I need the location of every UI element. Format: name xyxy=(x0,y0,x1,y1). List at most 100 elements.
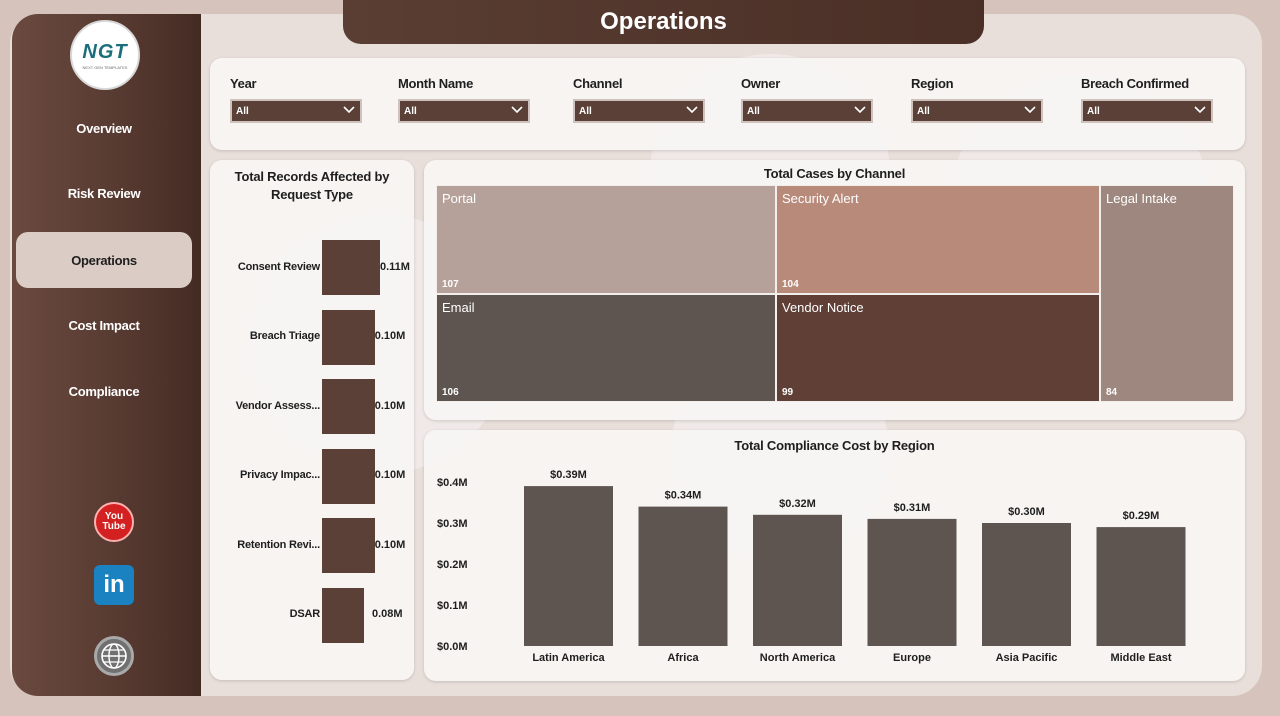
tile-label: Portal xyxy=(442,191,476,206)
treemap-tile-legal-intake[interactable]: Legal Intake 84 xyxy=(1100,185,1234,402)
bar-value-label: $0.34M xyxy=(665,490,702,502)
dropdown-value: All xyxy=(917,105,930,117)
bar[interactable] xyxy=(638,506,728,646)
bar-label: DSAR xyxy=(289,608,320,620)
filter-label: Channel xyxy=(573,76,623,91)
chevron-down-icon xyxy=(510,105,524,118)
bar[interactable] xyxy=(322,518,375,573)
y-tick-label: $0.1M xyxy=(437,600,468,612)
globe-glyph xyxy=(101,643,127,669)
channel-dropdown[interactable]: All xyxy=(573,99,705,123)
tile-label: Vendor Notice xyxy=(782,300,864,315)
bar-value-label: $0.31M xyxy=(894,502,931,514)
bar[interactable] xyxy=(322,448,375,504)
dropdown-value: All xyxy=(404,105,417,117)
y-tick-label: $0.2M xyxy=(437,559,468,571)
bar-label: Privacy Impac... xyxy=(240,469,320,481)
records-chart-title: Total Records Affected by Request Type xyxy=(234,169,390,202)
bar[interactable] xyxy=(322,587,365,643)
dropdown-value: All xyxy=(747,105,760,117)
bar-value-label: $0.32M xyxy=(779,498,816,510)
bar-value-label: 0.10M xyxy=(374,330,406,342)
chevron-down-icon xyxy=(1023,105,1037,118)
tile-value: 84 xyxy=(1106,387,1118,398)
bar-value-label: $0.39M xyxy=(550,469,587,481)
chevron-down-icon xyxy=(685,105,699,118)
filter-owner: Owner All xyxy=(741,76,873,123)
y-tick-label: $0.4M xyxy=(437,477,468,489)
treemap-tile-email[interactable]: Email 106 xyxy=(436,294,776,402)
treemap-tile-vendor-notice[interactable]: Vendor Notice 99 xyxy=(776,294,1100,402)
month-dropdown[interactable]: All xyxy=(398,99,530,123)
tile-label: Legal Intake xyxy=(1106,191,1177,206)
y-tick-label: $0.3M xyxy=(437,518,468,530)
cost-bar-chart: $0.0M $0.1M $0.2M $0.3M $0.4M $0.39M Latin Ame… xyxy=(437,469,1186,664)
filter-region: Region All xyxy=(911,76,1043,123)
filter-label: Breach Confirmed xyxy=(1081,76,1189,91)
bar[interactable] xyxy=(867,518,957,646)
chevron-down-icon xyxy=(1193,105,1207,118)
filter-label: Region xyxy=(911,76,954,91)
x-tick-label: Europe xyxy=(893,652,931,664)
x-tick-label: Latin America xyxy=(532,652,605,664)
dropdown-value: All xyxy=(1087,105,1100,117)
nav-item-risk-review[interactable]: Risk Review xyxy=(67,185,141,201)
nav-item-operations[interactable]: Operations xyxy=(16,232,192,288)
dropdown-value: All xyxy=(236,105,249,117)
y-tick-label: $0.0M xyxy=(437,641,468,653)
bar[interactable] xyxy=(1096,527,1186,646)
bar[interactable] xyxy=(524,486,613,646)
youtube-icon[interactable]: You Tube xyxy=(94,502,134,542)
tile-value: 106 xyxy=(442,387,459,398)
owner-dropdown[interactable]: All xyxy=(741,99,873,123)
bar[interactable] xyxy=(753,514,842,646)
bar-value-label: 0.08M xyxy=(372,608,403,620)
sidebar: NGT NEXT GEN TEMPLATES Overview Risk Rev… xyxy=(12,14,201,696)
linkedin-label: in xyxy=(103,571,125,598)
chevron-down-icon xyxy=(853,105,867,118)
page-title: Operations xyxy=(343,0,984,44)
filter-channel: Channel All xyxy=(573,76,705,123)
cases-by-channel-card: Total Cases by Channel Portal 107 Securi… xyxy=(424,160,1245,420)
logo-subtitle: NEXT GEN TEMPLATES xyxy=(82,64,128,70)
compliance-cost-by-region-card: Total Compliance Cost by Region $0.0M $0.… xyxy=(424,430,1245,681)
tile-label: Security Alert xyxy=(782,191,859,206)
tile-value: 107 xyxy=(442,279,459,290)
linkedin-icon[interactable]: in xyxy=(94,565,134,605)
breach-confirmed-dropdown[interactable]: All xyxy=(1081,99,1213,123)
bar[interactable] xyxy=(982,523,1071,646)
tile-label: Email xyxy=(442,300,475,315)
filter-month: Month Name All xyxy=(398,76,530,123)
bar-value-label: 0.11M xyxy=(380,260,410,273)
filter-year: Year All xyxy=(230,76,362,123)
globe-icon[interactable] xyxy=(94,636,134,676)
tile-value: 99 xyxy=(782,387,794,398)
year-dropdown[interactable]: All xyxy=(230,99,362,123)
treemap-tile-portal[interactable]: Portal 107 xyxy=(436,185,776,294)
treemap-tile-security-alert[interactable]: Security Alert 104 xyxy=(776,185,1100,294)
bar-value-label: 0.10M xyxy=(374,399,406,412)
x-tick-label: Asia Pacific xyxy=(996,652,1058,664)
filter-label: Month Name xyxy=(398,76,474,91)
logo: NGT NEXT GEN TEMPLATES xyxy=(70,20,140,90)
filter-breach-confirmed: Breach Confirmed All xyxy=(1081,76,1213,123)
bar-value-label: $0.30M xyxy=(1008,506,1045,518)
filters-panel: Year All Month Name All Channel All Owne… xyxy=(210,58,1245,150)
bar-value-label: 0.10M xyxy=(374,538,406,551)
cost-chart-title: Total Compliance Cost by Region xyxy=(734,438,935,453)
bar[interactable] xyxy=(322,309,375,365)
youtube-label: You Tube xyxy=(102,511,126,532)
tile-value: 104 xyxy=(782,279,799,290)
nav-item-cost-impact[interactable]: Cost Impact xyxy=(68,317,140,333)
bar-value-label: 0.10M xyxy=(374,469,406,481)
bar[interactable] xyxy=(322,240,380,295)
bar[interactable] xyxy=(322,379,375,434)
nav-item-overview[interactable]: Overview xyxy=(76,120,132,136)
region-dropdown[interactable]: All xyxy=(911,99,1043,123)
logo-text: NGT xyxy=(82,40,128,63)
chevron-down-icon xyxy=(342,105,356,118)
bar-label: Retention Revi... xyxy=(237,538,320,551)
x-tick-label: North America xyxy=(760,652,836,664)
x-tick-label: Middle East xyxy=(1110,652,1171,664)
nav-item-compliance[interactable]: Compliance xyxy=(68,383,140,399)
